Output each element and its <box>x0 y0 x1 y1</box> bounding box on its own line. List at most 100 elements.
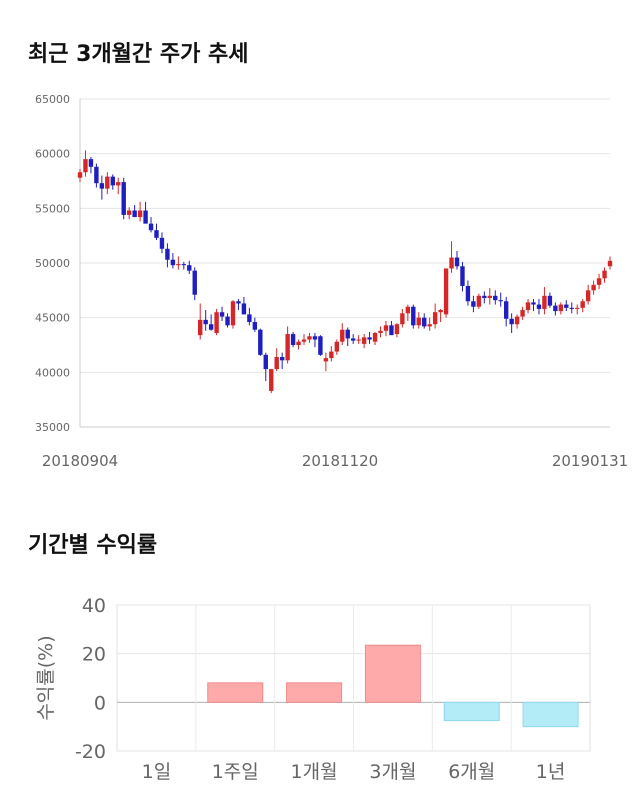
candle-body <box>323 358 329 362</box>
candle-body <box>214 312 219 333</box>
candle-body <box>116 182 121 186</box>
returns-bar <box>207 682 264 703</box>
returns-bars <box>207 644 579 728</box>
candle-body <box>143 210 148 224</box>
candle <box>361 334 367 349</box>
candle <box>454 250 460 270</box>
candle <box>389 320 394 336</box>
candle-body <box>449 257 454 269</box>
candle <box>88 156 94 174</box>
candle-body <box>405 306 411 314</box>
candle <box>225 313 230 328</box>
returns-y-axis-label: 수익률(%) <box>35 635 57 720</box>
candle-body <box>487 295 492 298</box>
candle-body <box>236 301 241 304</box>
candle-body <box>269 369 274 391</box>
returns-y-tick-label: 40 <box>82 595 106 617</box>
candle <box>340 323 345 345</box>
candle-body <box>422 317 427 327</box>
candle-body <box>389 325 394 336</box>
candle-body <box>312 336 318 340</box>
candle <box>471 295 476 313</box>
candle <box>372 331 378 345</box>
candle <box>449 241 454 273</box>
candle <box>531 299 536 312</box>
returns-bar <box>364 644 421 703</box>
candle-body <box>345 329 350 339</box>
candle-body <box>121 182 126 215</box>
candle-body <box>263 354 268 370</box>
candle <box>329 346 334 362</box>
price-grid <box>79 98 610 428</box>
candle <box>350 334 356 344</box>
candle-body <box>176 264 181 266</box>
candle <box>312 332 318 348</box>
candle-body <box>438 310 443 313</box>
candle <box>105 172 110 195</box>
candle-body <box>247 314 252 323</box>
candle <box>383 320 389 337</box>
candle-body <box>230 301 236 326</box>
candle-body <box>564 304 569 308</box>
price-y-tick-label: 40000 <box>35 366 70 379</box>
price-y-tick-label: 55000 <box>35 202 70 215</box>
returns-labels: 40 20 0 -20 1일 1주일 1개월 3개월 6개월 1년 수익률(%) <box>35 595 565 783</box>
candle-body <box>372 332 378 342</box>
candle-body <box>454 257 460 267</box>
candle <box>498 292 503 307</box>
price-x-tick-label: 20180904 <box>42 452 118 470</box>
returns-bar <box>286 682 343 703</box>
returns-chart-title: 기간별 수익률 <box>28 533 158 558</box>
candle-body <box>340 329 345 342</box>
returns-x-tick-label: 1년 <box>536 761 566 783</box>
candle <box>345 327 350 347</box>
candle <box>580 299 585 313</box>
price-y-ticks: 65000 60000 55000 50000 45000 40000 35000 <box>35 93 70 434</box>
candle <box>285 326 290 364</box>
candle <box>465 280 471 306</box>
candle-body <box>83 159 88 173</box>
candle <box>132 205 137 218</box>
candle <box>536 299 542 315</box>
candle-body <box>575 307 580 309</box>
candle <box>170 253 176 269</box>
candle <box>208 314 214 331</box>
candle <box>269 369 274 394</box>
candle <box>378 326 383 338</box>
candle-body <box>542 295 547 309</box>
candle <box>411 304 416 329</box>
price-y-tick-label: 65000 <box>35 93 70 106</box>
candle-body <box>585 290 591 302</box>
candle-body <box>465 285 471 302</box>
candle-body <box>329 351 334 359</box>
candle-body <box>350 338 356 341</box>
price-x-ticks: 20180904 20181120 20190131 <box>42 452 628 470</box>
candle-body <box>110 176 115 186</box>
candle-body <box>411 306 416 326</box>
candle-body <box>318 336 323 355</box>
price-x-tick-label: 20190131 <box>552 452 628 470</box>
candle-body <box>170 259 176 266</box>
candle-body <box>126 210 132 215</box>
candle <box>558 302 564 315</box>
candle-body <box>307 336 312 340</box>
candle <box>487 288 492 305</box>
candle <box>274 348 279 372</box>
candle <box>198 303 203 340</box>
candle <box>405 304 411 321</box>
candle <box>323 352 329 372</box>
returns-y-tick-label: 20 <box>82 644 106 666</box>
candle <box>569 302 574 314</box>
candle-body <box>361 337 367 344</box>
candle <box>94 163 99 188</box>
candle-body <box>607 260 613 267</box>
candle <box>219 306 225 321</box>
candle <box>258 328 263 356</box>
returns-x-tick-label: 6개월 <box>448 761 495 783</box>
candle-body <box>476 295 482 307</box>
price-y-tick-label: 50000 <box>35 257 70 270</box>
candle <box>176 256 181 270</box>
candle-body <box>493 295 498 301</box>
candle <box>137 201 143 222</box>
candle-body <box>416 317 421 326</box>
